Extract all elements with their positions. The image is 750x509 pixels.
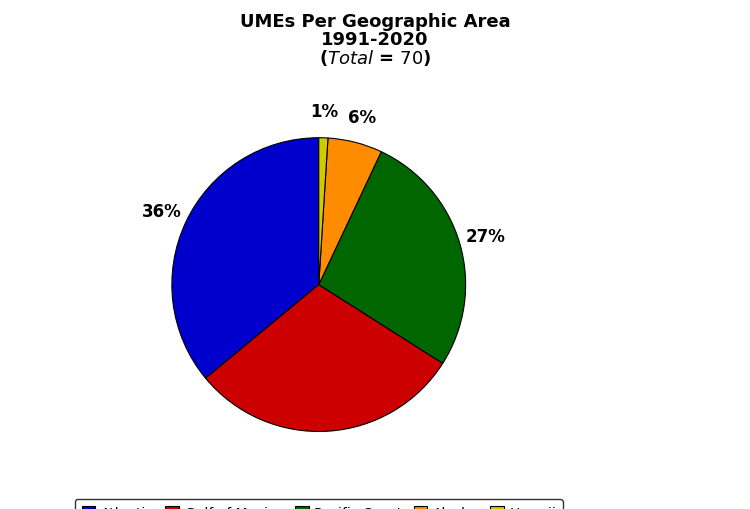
Text: ($\it{Total}$ = $\it{70}$): ($\it{Total}$ = $\it{70}$) (319, 48, 431, 68)
Wedge shape (319, 138, 328, 285)
Text: 1%: 1% (310, 103, 338, 121)
Text: UMEs Per Geographic Area: UMEs Per Geographic Area (240, 13, 510, 31)
Legend: Atlantic, Gulf of Mexico, Pacific Coast, Alaska, Hawaii: Atlantic, Gulf of Mexico, Pacific Coast,… (74, 499, 563, 509)
Text: 27%: 27% (465, 228, 505, 246)
Text: 36%: 36% (142, 203, 182, 220)
Text: 1991-2020: 1991-2020 (321, 31, 429, 48)
Wedge shape (206, 285, 442, 432)
Text: 6%: 6% (348, 108, 376, 126)
Wedge shape (319, 152, 466, 363)
Wedge shape (319, 139, 381, 285)
Wedge shape (172, 138, 319, 379)
